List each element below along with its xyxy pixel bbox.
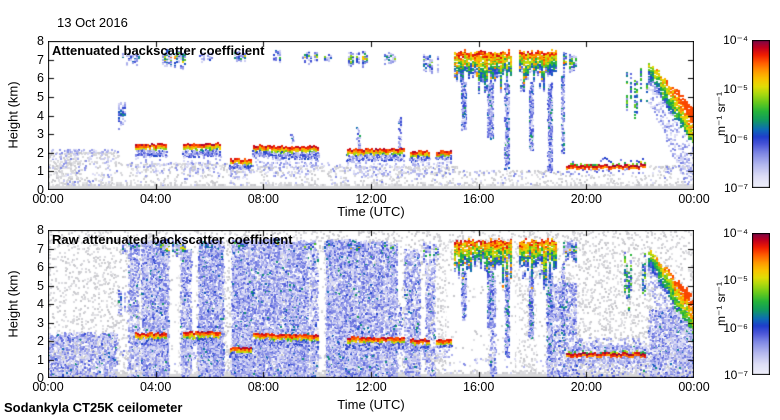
- y-tick-label: 6: [37, 71, 44, 86]
- colorbar-tick-label: 10⁻⁴: [723, 33, 748, 47]
- panel-title-raw: Raw attenuated backscatter coefficient: [52, 232, 293, 247]
- panel-title-attenuated: Attenuated backscatter coefficient: [52, 43, 265, 58]
- x-axis-label-bottom: Time (UTC): [337, 397, 405, 412]
- y-tick-label: 7: [37, 52, 44, 67]
- colorbar-unit-label: m⁻¹ sr⁻¹: [714, 92, 728, 136]
- x-tick-label: 04:00: [140, 192, 172, 206]
- y-tick-label: 0: [37, 371, 44, 385]
- date-label: 13 Oct 2016: [57, 15, 128, 30]
- x-tick-label: 20:00: [570, 192, 602, 206]
- y-tick-label: 4: [37, 108, 44, 123]
- y-tick-label: 5: [37, 278, 44, 293]
- colorbar-tick-label: 10⁻⁷: [723, 181, 748, 195]
- x-tick-label: 00:00: [32, 192, 64, 206]
- y-tick-label: 1: [37, 164, 44, 179]
- colorbar-unit-label: m⁻¹ sr⁻¹: [714, 282, 728, 326]
- colorbar-tick-label: 10⁻⁶: [723, 131, 748, 146]
- y-tick-label: 0: [37, 183, 44, 197]
- colorbar: [752, 233, 770, 375]
- x-tick-label: 08:00: [247, 192, 279, 206]
- y-tick-label: 8: [37, 34, 44, 48]
- x-tick-label: 16:00: [463, 192, 495, 206]
- y-tick-label: 2: [37, 334, 44, 348]
- y-tick-label: 5: [37, 89, 44, 104]
- y-tick-label: 6: [37, 260, 44, 274]
- x-tick-label: 00:00: [678, 192, 710, 206]
- y-tick-label: 1: [37, 352, 44, 367]
- y-tick-label: 2: [37, 145, 44, 160]
- x-tick-label: 12:00: [355, 192, 387, 206]
- colorbar-tick-label: 10⁻⁵: [723, 82, 748, 97]
- colorbar: [752, 40, 770, 188]
- y-tick-label: 4: [37, 297, 44, 311]
- y-tick-label: 8: [37, 223, 44, 237]
- x-tick-label: 00:00: [32, 380, 64, 394]
- x-tick-label: 12:00: [355, 380, 387, 394]
- attenuated-backscatter-heatmap: [48, 41, 694, 190]
- colorbar-tick-label: 10⁻⁶: [723, 320, 748, 335]
- raw-backscatter-heatmap: [48, 230, 694, 378]
- colorbar-tick-label: 10⁻⁵: [723, 273, 748, 288]
- x-tick-label: 04:00: [140, 380, 172, 394]
- colorbar-tick-label: 10⁻⁴: [723, 226, 748, 240]
- colorbar-tick-label: 10⁻⁷: [723, 368, 748, 382]
- x-tick-label: 20:00: [570, 380, 602, 394]
- y-tick-label: 3: [37, 315, 44, 330]
- x-tick-label: 08:00: [247, 380, 279, 394]
- x-axis-label-top: Time (UTC): [337, 204, 405, 219]
- x-tick-label: 00:00: [678, 380, 710, 394]
- x-tick-label: 16:00: [463, 380, 495, 394]
- instrument-label: Sodankyla CT25K ceilometer: [4, 400, 183, 415]
- y-tick-label: 3: [37, 127, 44, 142]
- y-tick-label: 7: [37, 241, 44, 256]
